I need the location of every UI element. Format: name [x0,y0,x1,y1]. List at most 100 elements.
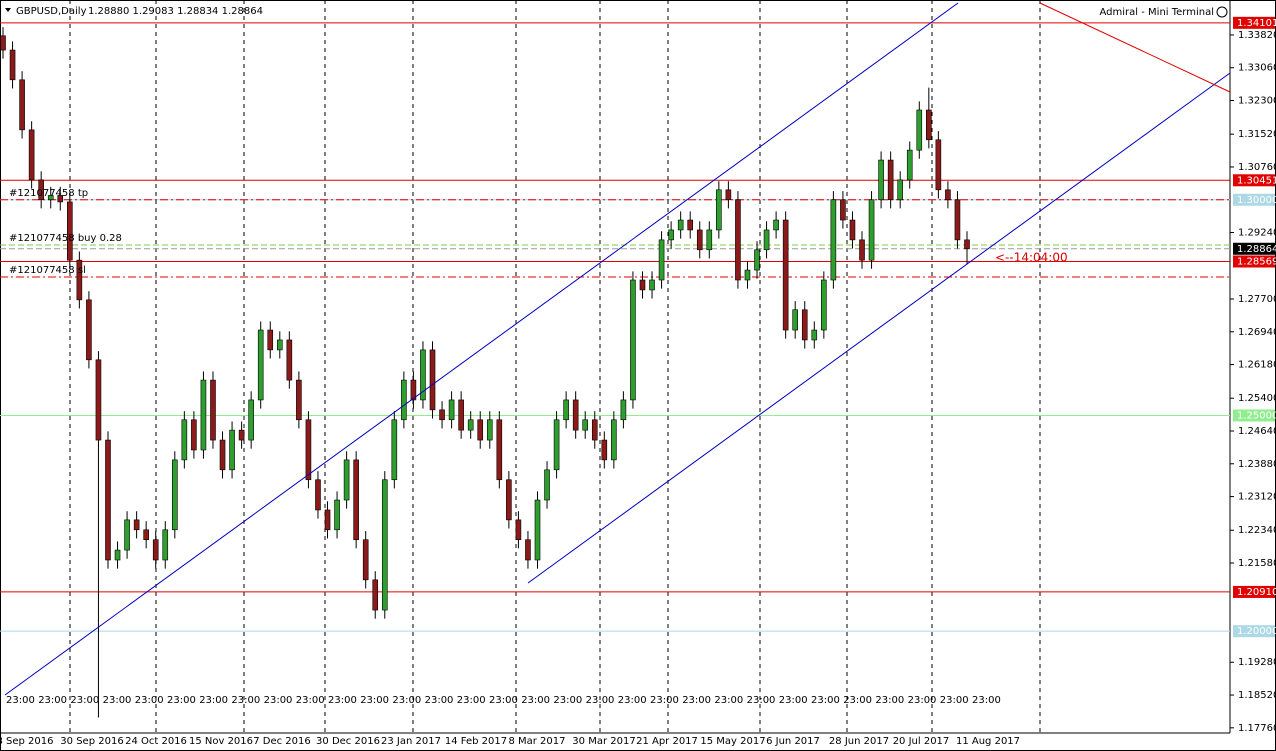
candle-body [343,459,350,501]
symbol: GBPUSD,Daily [16,6,87,17]
candle-body [67,201,73,261]
candle-body [582,419,589,431]
time-label: 23:00 [972,695,1001,706]
date-label: 28 Jun 2017 [829,736,889,747]
smiley [1216,6,1228,18]
time-label: 23:00 [392,695,421,706]
date-label: 11 Aug 2017 [956,736,1020,747]
candle-body [191,419,197,451]
price-label-box [1233,255,1275,268]
date-label: 21 Apr 2017 [636,736,698,747]
time-label: 23:00 [908,695,937,706]
candle-body [897,179,903,201]
candle-body [792,309,798,331]
candle-body [0,35,6,51]
candle-body [496,419,503,481]
candle-body [114,549,121,561]
candle-body [849,219,856,241]
candle-body [821,279,827,331]
date-label: 24 Oct 2016 [125,736,187,747]
candle-body [439,409,445,421]
candle-body [486,419,493,441]
date-label: 15 Nov 2016 [189,736,253,747]
candle-body [916,109,923,151]
time-label: 23:00 [553,695,582,706]
date-label: 15 May 2017 [700,736,765,747]
ohlc: 1.28880 1.29083 1.28834 1.28864 [88,6,263,17]
time-label: 23:00 [425,695,454,706]
price-label-box [1233,16,1275,29]
candle-body [620,399,627,421]
candle-body [830,199,837,281]
candle-body [152,539,159,561]
time-label: 23:00 [167,695,196,706]
candle-body [859,239,865,261]
order-label: #121077458 tp [9,188,88,199]
candle-body [906,149,913,181]
time-label: 23:00 [103,695,132,706]
candle-body [611,419,617,461]
candle-body [754,249,760,271]
candle-body [448,399,455,421]
time-label: 23:00 [779,695,808,706]
candle-body [353,459,359,541]
price-label: 1.30451 [1237,175,1276,186]
candle-body [544,469,550,501]
y-tick-label: 1.27700 [1238,294,1276,305]
time-label: 23:00 [682,695,711,706]
candle-body [124,519,130,551]
candle-body [267,329,274,351]
candle-body [133,519,140,531]
time-label: 23:00 [489,695,518,706]
candle-body [525,539,531,561]
y-tick-label: 1.24640 [1238,426,1276,437]
candle-body [229,429,235,471]
candle-body [811,329,818,341]
terminal-name: Admiral - Mini Terminal [1100,7,1214,18]
candle-body [19,79,25,131]
y-tick-label: 1.23880 [1238,459,1276,470]
candle-body [668,229,674,241]
y-tick-label: 1.26180 [1238,360,1276,371]
candle-body [172,459,178,531]
date-label: 7 Dec 2016 [253,736,311,747]
candle-body [964,239,970,250]
candle-body [467,419,474,431]
candle-body [95,359,102,441]
candle-body [28,129,35,181]
channel-line [527,72,1231,584]
y-tick-label: 1.17760 [1238,723,1276,734]
time-label: 23:00 [70,695,99,706]
channel-line [4,2,959,696]
time-label: 23:00 [521,695,550,706]
price-label-box [1233,625,1275,638]
date-label: 20 Jul 2017 [893,736,950,747]
date-label: 14 Feb 2017 [445,736,507,747]
candle-body [935,139,942,191]
candle-body [210,379,216,441]
candle-body [658,239,665,281]
candle-body [181,419,188,461]
price-label-box [1233,193,1275,206]
candle-body [696,229,703,251]
candle-body [286,339,293,381]
candle-body [706,229,713,251]
y-tick-label: 1.21580 [1238,558,1276,569]
period-separators [69,0,1041,733]
menu-arrow[interactable] [5,8,11,12]
candle-body [162,529,169,561]
price-label-box [1233,174,1275,187]
time-label: 23:00 [38,695,67,706]
price-label-box [1233,242,1275,255]
time-label: 23:00 [811,695,840,706]
date-label: 30 Mar 2017 [572,736,635,747]
date-label: 30 Sep 2016 [60,736,123,747]
time-label: 23:00 [135,695,164,706]
candle-body [563,399,569,421]
time-label: 23:00 [650,695,679,706]
candle-body [420,349,426,401]
candle-body [200,379,207,451]
candle-body [553,419,560,471]
price-label: 1.30000 [1237,195,1276,206]
candle-body [38,179,44,201]
